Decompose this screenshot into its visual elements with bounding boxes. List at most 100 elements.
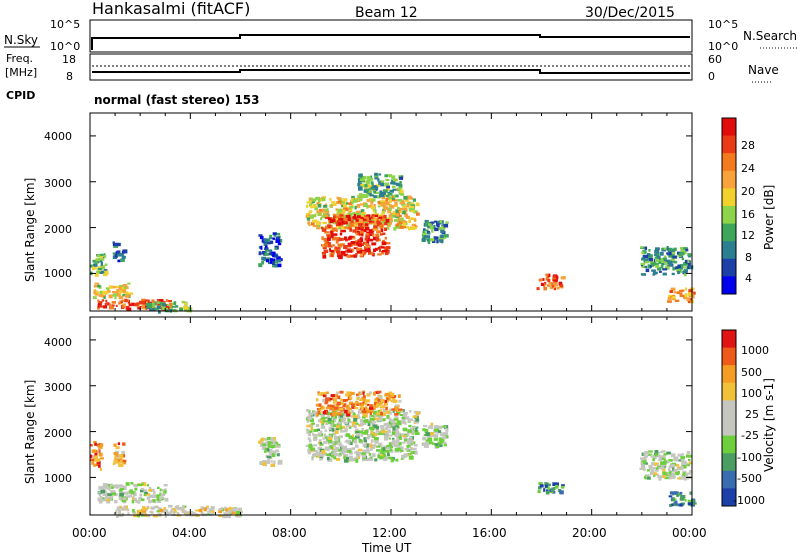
cell-power-11-134 (666, 252, 671, 255)
cell-velocity-6-10 (335, 393, 338, 398)
cell-velocity-2-95 (160, 493, 166, 496)
cell-velocity-5-120 (402, 409, 405, 413)
power-colorbar-segment-3 (722, 170, 736, 189)
cell-velocity-10-22 (669, 491, 675, 495)
cell-power-3-50 (164, 304, 169, 309)
cell-power-7-246 (350, 235, 355, 238)
cell-velocity-9-47 (656, 451, 661, 454)
cell-power-5-7 (268, 237, 273, 240)
cell-velocity-7-35 (441, 433, 444, 437)
cell-power-5-26 (258, 251, 262, 256)
cell-velocity-3-16 (233, 510, 237, 514)
cell-power-7-180 (368, 229, 374, 234)
cell-velocity-5-137 (362, 439, 366, 442)
cell-velocity-1-3 (113, 443, 117, 447)
cell-power-6-320 (308, 210, 313, 214)
cell-power-12-34 (686, 297, 690, 302)
power-colorbar-segment-9 (722, 276, 736, 295)
cell-velocity-5-393 (375, 429, 380, 433)
cell-velocity-5-252 (384, 430, 389, 435)
cell-power-7-164 (324, 231, 330, 234)
cell-power-9-37 (423, 235, 427, 238)
cell-velocity-2-130 (100, 486, 105, 490)
cell-power-6-389 (370, 205, 376, 210)
cell-power-6-294 (369, 197, 373, 201)
cell-velocity-1-17 (112, 462, 116, 465)
cell-power-11-56 (648, 249, 651, 252)
cell-velocity-3-125 (179, 506, 185, 511)
cell-velocity-7-32 (427, 426, 433, 429)
cell-power-1-5 (112, 252, 116, 255)
cell-power-7-188 (335, 240, 339, 244)
cell-velocity-6-58 (387, 393, 392, 397)
cell-velocity-5-233 (364, 457, 370, 461)
cell-power-3-67 (98, 302, 102, 306)
cell-velocity-5-615 (329, 445, 333, 449)
cell-velocity-5-527 (342, 425, 345, 429)
cell-power-3-46 (103, 305, 108, 309)
cell-velocity-7-7 (422, 436, 427, 441)
cell-power-6-212 (343, 207, 348, 211)
cell-velocity-5-144 (362, 458, 365, 462)
cell-velocity-9-117 (668, 475, 672, 480)
cell-velocity-5-487 (354, 456, 359, 461)
cell-velocity-5-357 (365, 437, 370, 440)
cell-velocity-5-309 (334, 415, 337, 419)
cell-power-6-334 (408, 197, 412, 200)
cell-power-7-37 (320, 226, 324, 229)
x-tick-0800: 08:00 (272, 526, 307, 540)
cell-power-10-24 (553, 284, 557, 288)
cell-velocity-5-412 (338, 436, 341, 440)
cell-velocity-5-567 (331, 428, 335, 432)
cell-velocity-5-463 (390, 444, 394, 449)
power-panel: Slant Range [km] 4000 3000 2000 1000 28 … (23, 112, 776, 314)
cell-power-8-6 (392, 185, 396, 189)
cell-power-6-131 (315, 197, 318, 201)
cell-power-9-53 (431, 229, 434, 233)
cell-velocity-6-17 (315, 403, 320, 407)
cell-power-7-274 (384, 250, 390, 254)
cell-power-7-254 (330, 233, 334, 238)
cell-velocity-3-85 (218, 509, 223, 514)
cell-velocity-5-462 (317, 419, 321, 423)
cell-velocity-7-25 (428, 434, 432, 438)
cell-velocity-0-5 (94, 452, 98, 456)
cell-velocity-5-501 (353, 424, 357, 429)
cell-power-2-23 (128, 292, 134, 295)
cell-velocity-5-129 (357, 455, 361, 459)
cell-velocity-3-83 (125, 505, 128, 509)
cell-power-0-32 (101, 258, 105, 261)
cell-velocity-1-18 (122, 442, 126, 446)
cell-velocity-5-497 (391, 431, 396, 436)
cell-power-6-322 (395, 213, 400, 217)
cell-velocity-9-107 (681, 459, 685, 463)
cell-power-11-130 (678, 252, 682, 256)
cell-velocity-2-109 (130, 482, 134, 485)
cell-power-12-5 (674, 299, 680, 302)
cell-velocity-6-20 (354, 402, 359, 406)
cell-power-6-303 (310, 198, 313, 201)
cell-velocity-9-34 (653, 475, 656, 478)
cell-velocity-2-127 (109, 496, 112, 501)
cell-power-6-370 (377, 205, 381, 208)
cell-power-7-266 (355, 240, 358, 243)
cell-velocity-5-225 (370, 457, 373, 460)
cell-velocity-5-109 (371, 453, 376, 458)
cell-power-10-21 (556, 286, 560, 290)
cell-velocity-7-41 (430, 426, 434, 430)
cell-power-6-114 (396, 225, 401, 229)
cell-velocity-6-183 (354, 407, 359, 410)
power-colorbar-segment-5 (722, 206, 736, 225)
cell-velocity-5-435 (341, 451, 345, 455)
cell-velocity-5-543 (412, 426, 417, 429)
cell-power-7-162 (343, 253, 348, 257)
cell-power-7-263 (371, 242, 377, 246)
cell-power-5-54 (264, 238, 269, 243)
cell-power-6-293 (342, 204, 347, 208)
cell-power-11-44 (648, 254, 653, 258)
cell-power-5-11 (277, 235, 281, 238)
cell-power-7-225 (366, 214, 371, 218)
cell-power-4-7 (179, 307, 183, 311)
cell-power-1-16 (119, 252, 124, 257)
cell-velocity-2-126 (105, 484, 108, 489)
